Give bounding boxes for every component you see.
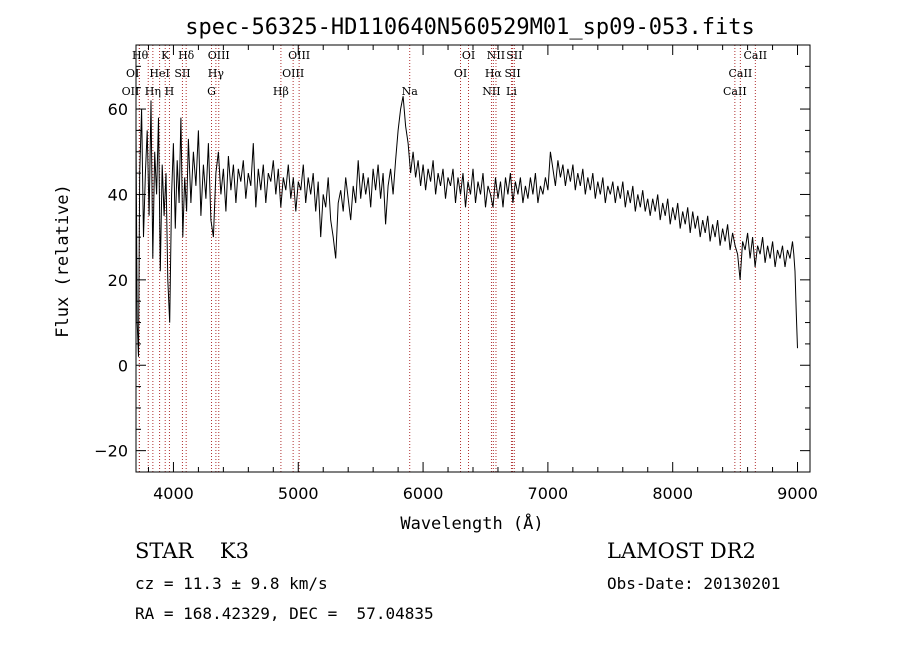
y-tick-label: 60 [108,100,128,119]
line-label: CaII [743,49,767,62]
line-label: OI [462,49,475,62]
x-tick-label: 9000 [777,484,818,503]
line-label: NII [482,85,500,98]
observation-date: Obs-Date: 20130201 [607,574,781,593]
x-tick-label: 5000 [278,484,319,503]
line-label: Hα [485,67,503,80]
line-label: Li [506,85,517,98]
spectral-line-markers [138,45,756,472]
line-label: Hγ [208,67,225,80]
line-label: HeI [149,67,169,80]
redshift-value: cz = 11.3 ± 9.8 km/s [135,574,328,593]
x-tick-label: 7000 [528,484,569,503]
line-label: OIII [282,67,304,80]
line-label: G [207,85,216,98]
line-label: K [161,49,170,62]
line-label: OI [454,67,467,80]
survey-name: LAMOST DR2 [607,539,756,563]
axis-tick-labels: 4000 5000 6000 7000 8000 9000 −20 0 20 40 60 [94,100,818,503]
line-label: OIII [208,49,230,62]
line-label: Hβ [273,85,289,98]
plot-frame [135,44,811,473]
line-label: CaII [729,67,753,80]
x-tick-label: 4000 [153,484,194,503]
y-axis-label: Flux (relative) [53,184,73,338]
line-label: Hθ [132,49,149,62]
spectrum-line [135,96,798,357]
x-tick-label: 6000 [403,484,444,503]
line-label: NII [487,49,505,62]
line-label: CaII [723,85,747,98]
y-tick-label: −20 [94,442,128,461]
line-label: Na [402,85,419,98]
line-label: SII [174,67,190,80]
line-label: H [165,85,175,98]
line-label: Hδ [178,49,195,62]
line-label: Hη [145,85,161,98]
line-label: OIII [288,49,310,62]
object-class: STAR K3 [135,539,249,563]
line-label: SII [506,49,522,62]
y-tick-label: 20 [108,271,128,290]
chart-title: spec-56325-HD110640N560529M01_sp09-053.f… [185,15,755,40]
line-label: OI [126,67,139,80]
x-axis-label: Wavelength (Å) [400,512,543,534]
x-tick-label: 8000 [652,484,693,503]
line-label: SII [504,67,520,80]
y-tick-label: 40 [108,185,128,204]
coordinates: RA = 168.42329, DEC = 57.04835 [135,604,434,623]
axis-ticks [136,44,810,473]
y-tick-label: 0 [118,356,128,375]
line-label: OII [122,85,140,98]
